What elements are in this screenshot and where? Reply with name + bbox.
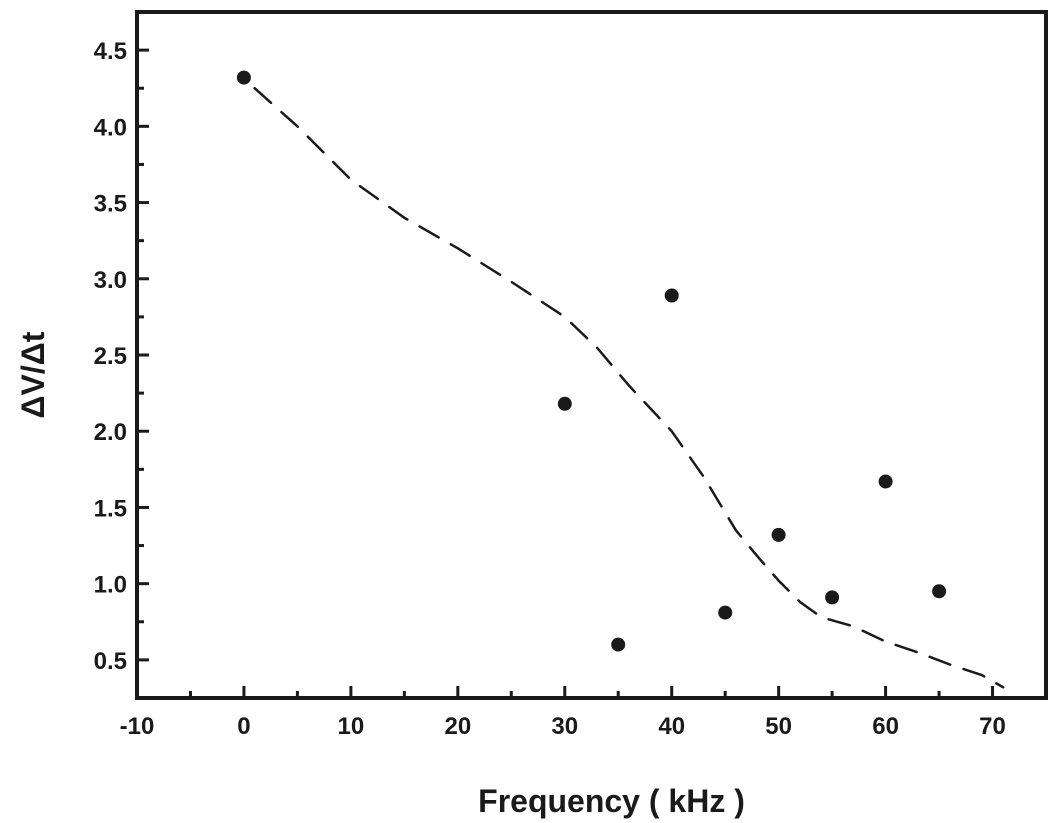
data-point (236, 70, 251, 85)
plot-frame (135, 10, 1048, 700)
y-tick-label: 4.0 (94, 114, 127, 141)
x-tick-labels: -10 0 10 20 30 40 50 60 70 (120, 713, 1006, 740)
y-tick-label: 2.5 (94, 343, 127, 370)
data-point (771, 527, 786, 542)
x-tick-label: 0 (237, 713, 250, 740)
data-points-layer (236, 70, 947, 652)
y-tick-label: 3.0 (94, 267, 127, 294)
x-tick-label: 60 (872, 713, 899, 740)
data-point (932, 584, 947, 599)
y-axis-title: ΔV/Δt (15, 331, 51, 418)
x-tick-label: 70 (979, 713, 1006, 740)
y-tick-label: 3.5 (94, 191, 127, 218)
fit-curve-line (253, 86, 1005, 689)
y-tick-label: 0.5 (94, 648, 127, 675)
fit-line-layer (253, 86, 1005, 689)
data-point (664, 288, 679, 303)
x-tick-label: 50 (765, 713, 792, 740)
x-tick-label: -10 (120, 713, 155, 740)
x-tick-label: 10 (338, 713, 365, 740)
y-tick-labels: 0.5 1.0 1.5 2.0 2.5 3.0 3.5 4.0 4.5 (94, 38, 127, 675)
y-tick-label: 1.5 (94, 495, 127, 522)
y-tick-label: 1.0 (94, 572, 127, 599)
y-tick-label: 4.5 (94, 38, 127, 65)
data-point (825, 590, 840, 605)
axis-ticks (135, 48, 995, 698)
y-tick-label: 2.0 (94, 419, 127, 446)
x-tick-label: 40 (658, 713, 685, 740)
x-axis-title: Frequency ( kHz ) (478, 783, 745, 819)
x-tick-label: 30 (551, 713, 578, 740)
data-point (611, 637, 626, 652)
data-point (878, 474, 893, 489)
data-point (718, 605, 733, 620)
x-tick-label: 20 (444, 713, 471, 740)
data-point (557, 396, 572, 411)
